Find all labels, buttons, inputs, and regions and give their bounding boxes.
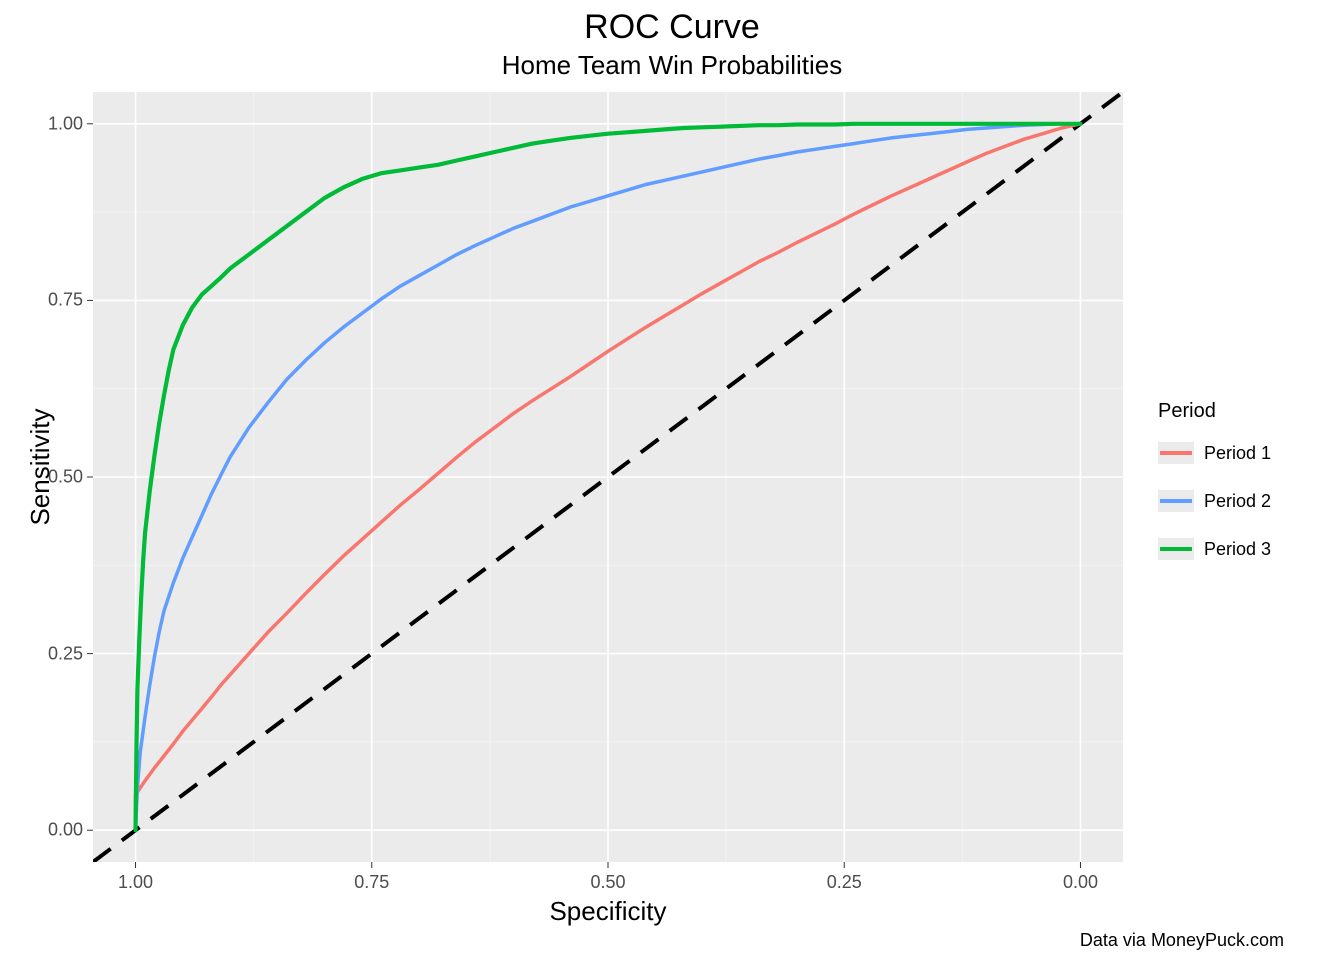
y-axis-label: Sensitivity <box>25 387 56 547</box>
x-tick: 0.50 <box>590 872 625 893</box>
legend-item: Period 3 <box>1158 535 1271 563</box>
legend-item: Period 2 <box>1158 487 1271 515</box>
x-tick: 0.00 <box>1063 872 1098 893</box>
y-tick: 0.00 <box>43 820 83 841</box>
legend: Period Period 1 Period 2 Period 3 <box>1158 400 1271 583</box>
chart-caption: Data via MoneyPuck.com <box>0 930 1344 951</box>
legend-label: Period 1 <box>1204 443 1271 464</box>
legend-swatch <box>1158 490 1194 512</box>
legend-swatch <box>1158 442 1194 464</box>
x-tick: 0.25 <box>827 872 862 893</box>
x-tick: 0.75 <box>354 872 389 893</box>
legend-label: Period 3 <box>1204 539 1271 560</box>
y-tick: 0.25 <box>43 643 83 664</box>
legend-title: Period <box>1158 400 1271 423</box>
legend-swatch <box>1158 538 1194 560</box>
x-axis-label: Specificity <box>93 896 1123 927</box>
chart-svg <box>0 0 1344 960</box>
y-tick: 1.00 <box>43 113 83 134</box>
legend-item: Period 1 <box>1158 439 1271 467</box>
chart-root: ROC Curve Home Team Win Probabilities 1.… <box>0 0 1344 960</box>
legend-label: Period 2 <box>1204 491 1271 512</box>
x-tick: 1.00 <box>118 872 153 893</box>
y-tick: 0.75 <box>43 290 83 311</box>
